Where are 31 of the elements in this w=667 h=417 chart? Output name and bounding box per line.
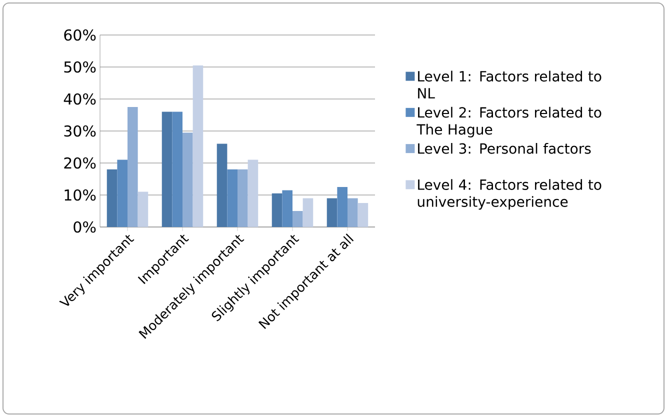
bar [162, 112, 172, 227]
y-tick-label: 50% [64, 61, 96, 73]
bar [292, 210, 303, 227]
bar [182, 132, 193, 227]
bar [326, 198, 338, 227]
bar [358, 202, 368, 227]
y-tick-label: 20% [64, 157, 96, 169]
legend-label: Level 1: Factors related to NL [418, 70, 602, 98]
bar [248, 160, 258, 227]
bar [128, 106, 138, 227]
y-tick-label: 40% [64, 93, 96, 105]
bar [302, 198, 314, 227]
y-tick-label: 60% [64, 29, 96, 41]
bar [227, 169, 238, 227]
legend-label: Level 4: Factors related to university-experience [418, 179, 602, 210]
legend-label: Level 2: Factors related to The Hague [416, 106, 602, 138]
bar [138, 192, 148, 227]
legend-label: Level 3: Personal factors [418, 143, 591, 154]
y-tick-label: 10% [64, 189, 96, 201]
bar [216, 144, 228, 227]
y-tick-label: 30% [64, 125, 96, 137]
bar [272, 193, 282, 227]
bar [172, 112, 182, 227]
bar [106, 169, 118, 227]
bar [282, 190, 292, 227]
bar [238, 169, 248, 227]
bar [117, 160, 128, 227]
y-tick-label: 0% [74, 221, 96, 233]
bar [192, 65, 204, 227]
bar [347, 198, 358, 227]
bar [337, 186, 348, 227]
